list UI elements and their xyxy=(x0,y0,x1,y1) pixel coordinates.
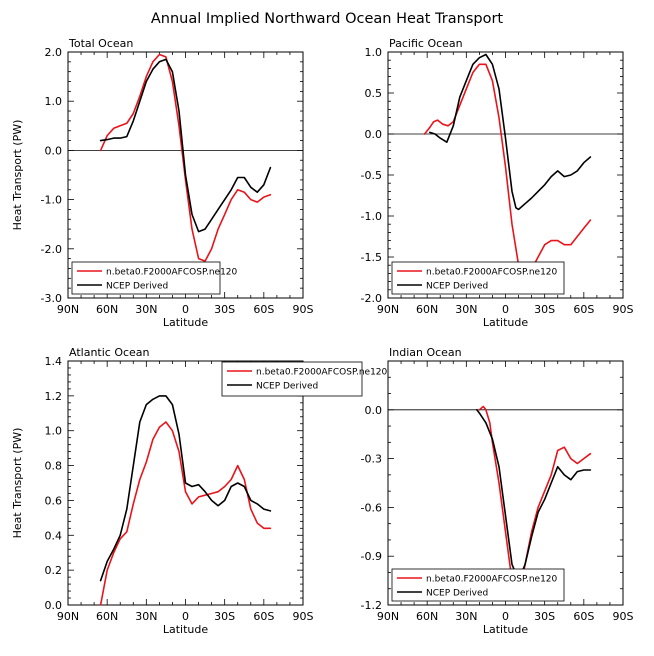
x-tick-label: 60S xyxy=(573,303,594,316)
panel-title: Indian Ocean xyxy=(389,346,462,359)
x-tick-label: 30N xyxy=(455,303,477,316)
y-tick-label: 1.4 xyxy=(45,355,63,368)
legend-label: n.beta0.F2000AFCOSP.ne120 xyxy=(426,268,558,278)
x-tick-label: 60N xyxy=(416,610,438,623)
y-tick-label: 0.0 xyxy=(45,144,63,157)
y-tick-label: 1.0 xyxy=(45,95,63,108)
x-tick-label: 30N xyxy=(135,610,157,623)
y-tick-label: 0.6 xyxy=(45,494,63,507)
y-tick-label: -1.0 xyxy=(41,194,62,207)
x-axis-label: Latitude xyxy=(483,316,529,329)
y-tick-label: 0.5 xyxy=(365,87,383,100)
y-tick-label: -0.5 xyxy=(361,169,382,182)
y-tick-label: -2.0 xyxy=(41,243,62,256)
legend-label: n.beta0.F2000AFCOSP.ne120 xyxy=(256,368,388,378)
y-axis-label: Heat Transport (PW) xyxy=(11,120,24,231)
legend: n.beta0.F2000AFCOSP.ne120 NCEP Derived xyxy=(71,261,238,295)
legend-label: n.beta0.F2000AFCOSP.ne120 xyxy=(106,268,238,278)
legend-label: NCEP Derived xyxy=(426,589,488,599)
y-axis-label: Heat Transport (PW) xyxy=(11,428,24,539)
x-tick-label: 30N xyxy=(455,610,477,623)
series-line-ncep xyxy=(99,58,272,233)
x-tick-label: 90N xyxy=(57,610,79,623)
x-axis-label: Latitude xyxy=(163,623,209,636)
y-tick-label: 0.8 xyxy=(45,460,63,473)
legend-label: NCEP Derived xyxy=(106,282,168,292)
panel-pacific-ocean: Pacific Ocean 90N 60N 30N 0 30S 60S 90S 1.0 0.5 0.… xyxy=(361,37,634,329)
y-tick-label: -3.0 xyxy=(41,292,62,305)
series-line-model xyxy=(478,405,592,598)
panel-total-ocean: Total Ocean 90N 60N 30N 0 30S 60S 90S 2.0 1.0 0.0 -… xyxy=(11,37,314,329)
plot-frame xyxy=(387,51,624,299)
x-tick-label: 60N xyxy=(96,303,118,316)
x-tick-label: 0 xyxy=(182,303,189,316)
series-line-model xyxy=(99,53,272,262)
panel-title: Total Ocean xyxy=(68,37,133,50)
x-tick-label: 30S xyxy=(214,303,235,316)
figure-title: Annual Implied Northward Ocean Heat Tran… xyxy=(151,11,504,27)
x-tick-label: 60S xyxy=(253,610,274,623)
x-axis-label: Latitude xyxy=(163,316,209,329)
legend-label: NCEP Derived xyxy=(256,382,318,392)
legend: n.beta0.F2000AFCOSP.ne120 NCEP Derived xyxy=(391,568,565,602)
legend-box xyxy=(391,568,565,602)
series-line-ncep xyxy=(475,408,592,582)
y-tick-label: 1.0 xyxy=(45,425,63,438)
x-tick-label: 90S xyxy=(613,303,634,316)
x-tick-label: 60S xyxy=(573,610,594,623)
x-tick-label: 30S xyxy=(534,303,555,316)
y-tick-label: 0.0 xyxy=(365,128,383,141)
y-tick-label: -0.6 xyxy=(361,501,382,514)
x-tick-label: 90S xyxy=(293,610,314,623)
x-tick-label: 90S xyxy=(613,610,634,623)
legend-label: NCEP Derived xyxy=(426,282,488,292)
x-tick-label: 60N xyxy=(416,303,438,316)
y-tick-label: -2.0 xyxy=(361,292,382,305)
x-tick-label: 0 xyxy=(182,610,189,623)
y-tick-label: -0.3 xyxy=(361,453,382,466)
x-tick-label: 60S xyxy=(253,303,274,316)
legend: n.beta0.F2000AFCOSP.ne120 NCEP Derived xyxy=(221,361,388,397)
x-tick-label: 30S xyxy=(214,610,235,623)
panel-title: Atlantic Ocean xyxy=(69,346,150,359)
series-line-model xyxy=(99,421,272,606)
x-tick-label: 0 xyxy=(502,610,509,623)
panel-indian-ocean: Indian Ocean 90N 60N 30N 0 30S 60S 90S 0.0 -0.3 -0… xyxy=(361,346,634,636)
legend-label: n.beta0.F2000AFCOSP.ne120 xyxy=(426,575,558,585)
x-tick-label: 90N xyxy=(57,303,79,316)
panel-atlantic-ocean: Atlantic Ocean 90N 60N 30N 0 30S 60S 90S 1.4 1.2 1… xyxy=(11,346,388,636)
y-tick-label: -1.2 xyxy=(361,599,382,612)
series-line-ncep xyxy=(428,53,592,211)
legend-box xyxy=(221,361,363,397)
x-tick-label: 90N xyxy=(377,303,399,316)
legend-box xyxy=(391,261,565,295)
y-tick-label: 0.0 xyxy=(365,404,383,417)
x-tick-label: 60N xyxy=(96,610,118,623)
x-axis-label: Latitude xyxy=(483,623,529,636)
plot-frame xyxy=(387,360,624,606)
y-tick-label: 0.0 xyxy=(45,599,63,612)
y-tick-label: 0.4 xyxy=(45,529,63,542)
x-tick-label: 90S xyxy=(293,303,314,316)
y-tick-label: 1.2 xyxy=(45,390,63,403)
series-line-ncep xyxy=(99,395,272,582)
x-tick-label: 30N xyxy=(135,303,157,316)
legend: n.beta0.F2000AFCOSP.ne120 NCEP Derived xyxy=(391,261,565,295)
x-tick-label: 0 xyxy=(502,303,509,316)
x-tick-label: 30S xyxy=(534,610,555,623)
y-tick-label: 2.0 xyxy=(45,46,63,59)
panel-title: Pacific Ocean xyxy=(389,37,463,50)
y-tick-label: -1.5 xyxy=(361,251,382,264)
x-tick-label: 90N xyxy=(377,610,399,623)
y-tick-label: -1.0 xyxy=(361,210,382,223)
y-tick-label: 0.2 xyxy=(45,564,63,577)
legend-box xyxy=(71,261,221,295)
y-tick-label: 1.0 xyxy=(365,46,383,59)
y-tick-label: -0.9 xyxy=(361,550,382,563)
series-line-model xyxy=(423,63,592,276)
